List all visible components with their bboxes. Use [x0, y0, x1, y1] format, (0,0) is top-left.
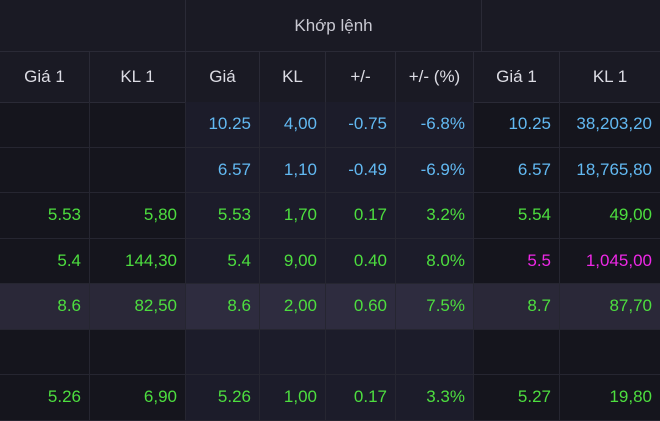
- cell-change-percent: 3.3%: [396, 375, 474, 420]
- cell-bid-volume-1: 82,50: [90, 284, 186, 329]
- cell-bid-volume-1: [90, 329, 186, 374]
- matched-group-header: Khớp lệnh: [186, 0, 482, 52]
- table-row[interactable]: 5.53 5,80 5.53 1,70 0.17 3.2% 5.54 49,00: [0, 193, 660, 239]
- cell-change-percent: 3.2%: [396, 193, 474, 238]
- cell-ask-price-1: [474, 329, 560, 374]
- cell-ask-volume-1: 87,70: [609, 296, 652, 316]
- col-header-ask-price-1[interactable]: Giá 1: [474, 52, 560, 102]
- col-header-bid-price-1[interactable]: Giá 1: [0, 52, 90, 102]
- cell-ask-volume-1: 49,00: [609, 205, 652, 225]
- column-header-row: Giá 1 KL 1 Giá KL +/- +/- (%) Giá 1 KL 1: [0, 52, 660, 103]
- cell-bid-volume-1: 5,80: [90, 193, 186, 238]
- col-header-match-price[interactable]: Giá: [186, 52, 260, 102]
- table-row[interactable]: [0, 329, 660, 375]
- cell-change: -0.75: [326, 102, 396, 147]
- cell-bid-price-1: 5.26: [0, 375, 90, 420]
- cell-match-price: 8.6: [186, 284, 260, 329]
- cell-bid-volume-1: [90, 102, 186, 147]
- col-header-match-volume[interactable]: KL: [260, 52, 326, 102]
- cell-ask-price-1: 5.54: [474, 193, 560, 238]
- col-header-bid-volume-1[interactable]: KL 1: [90, 52, 186, 102]
- cell-change: 0.60: [326, 284, 396, 329]
- cell-ask-volume-1: [560, 330, 660, 375]
- table-row[interactable]: 5.4 144,30 5.4 9,00 0.40 8.0% 5.5 1,045,00: [0, 238, 660, 284]
- cell-match-volume: 2,00: [260, 284, 326, 329]
- cell-match-volume: 4,00: [260, 102, 326, 147]
- cell-bid-price-1: 5.53: [0, 193, 90, 238]
- cell-change: -0.49: [326, 147, 396, 192]
- table-row[interactable]: 6.57 1,10 -0.49 -6.9% 6.57 18,765,80: [0, 147, 660, 193]
- cell-bid-volume-1: 6,90: [90, 375, 186, 420]
- cell-ask-price-1: 5.5: [474, 238, 560, 283]
- cell-ask-volume-1: 1,045,00: [585, 250, 652, 270]
- col-header-ask-volume-1[interactable]: KL 1: [592, 67, 628, 86]
- column-group-row: Khớp lệnh: [0, 0, 660, 52]
- cell-change: [326, 329, 396, 374]
- cell-match-volume: 1,00: [260, 375, 326, 420]
- cell-ask-price-1: 8.7: [474, 284, 560, 329]
- cell-change: 0.17: [326, 193, 396, 238]
- table-row[interactable]: 5.26 6,90 5.26 1,00 0.17 3.3% 5.27 19,80: [0, 375, 660, 421]
- cell-match-volume: [260, 329, 326, 374]
- cell-change: 0.40: [326, 238, 396, 283]
- cell-match-price: [186, 329, 260, 374]
- cell-bid-price-1: [0, 147, 90, 192]
- cell-change-percent: [396, 329, 474, 374]
- cell-ask-volume-1: 18,765,80: [576, 159, 652, 179]
- cell-bid-price-1: [0, 329, 90, 374]
- cell-bid-volume-1: [90, 147, 186, 192]
- cell-bid-price-1: 5.4: [0, 238, 90, 283]
- bid-group-header: [0, 0, 186, 52]
- cell-ask-price-1: 6.57: [474, 147, 560, 192]
- cell-match-price: 6.57: [186, 147, 260, 192]
- cell-bid-price-1: [0, 102, 90, 147]
- cell-match-price: 5.53: [186, 193, 260, 238]
- cell-change-percent: -6.8%: [396, 102, 474, 147]
- cell-change-percent: 7.5%: [396, 284, 474, 329]
- ask-group-header: [482, 0, 660, 52]
- cell-bid-volume-1: 144,30: [90, 238, 186, 283]
- col-header-change-percent[interactable]: +/- (%): [396, 52, 474, 102]
- table-body: 10.25 4,00 -0.75 -6.8% 10.25 38,203,20 6.57 1,1…: [0, 102, 660, 421]
- cell-match-volume: 9,00: [260, 238, 326, 283]
- cell-match-price: 5.26: [186, 375, 260, 420]
- cell-ask-volume-1: 38,203,20: [576, 114, 652, 134]
- cell-ask-price-1: 5.27: [474, 375, 560, 420]
- col-header-change[interactable]: +/-: [326, 52, 396, 102]
- table-row[interactable]: 10.25 4,00 -0.75 -6.8% 10.25 38,203,20: [0, 102, 660, 148]
- cell-match-volume: 1,70: [260, 193, 326, 238]
- cell-change-percent: -6.9%: [396, 147, 474, 192]
- cell-bid-price-1: 8.6: [0, 284, 90, 329]
- cell-ask-price-1: 10.25: [474, 102, 560, 147]
- cell-match-price: 10.25: [186, 102, 260, 147]
- cell-change: 0.17: [326, 375, 396, 420]
- cell-match-volume: 1,10: [260, 147, 326, 192]
- cell-match-price: 5.4: [186, 238, 260, 283]
- cell-ask-volume-1: 19,80: [609, 387, 652, 407]
- cell-change-percent: 8.0%: [396, 238, 474, 283]
- table-row[interactable]: 8.6 82,50 8.6 2,00 0.60 7.5% 8.7 87,70: [0, 284, 660, 330]
